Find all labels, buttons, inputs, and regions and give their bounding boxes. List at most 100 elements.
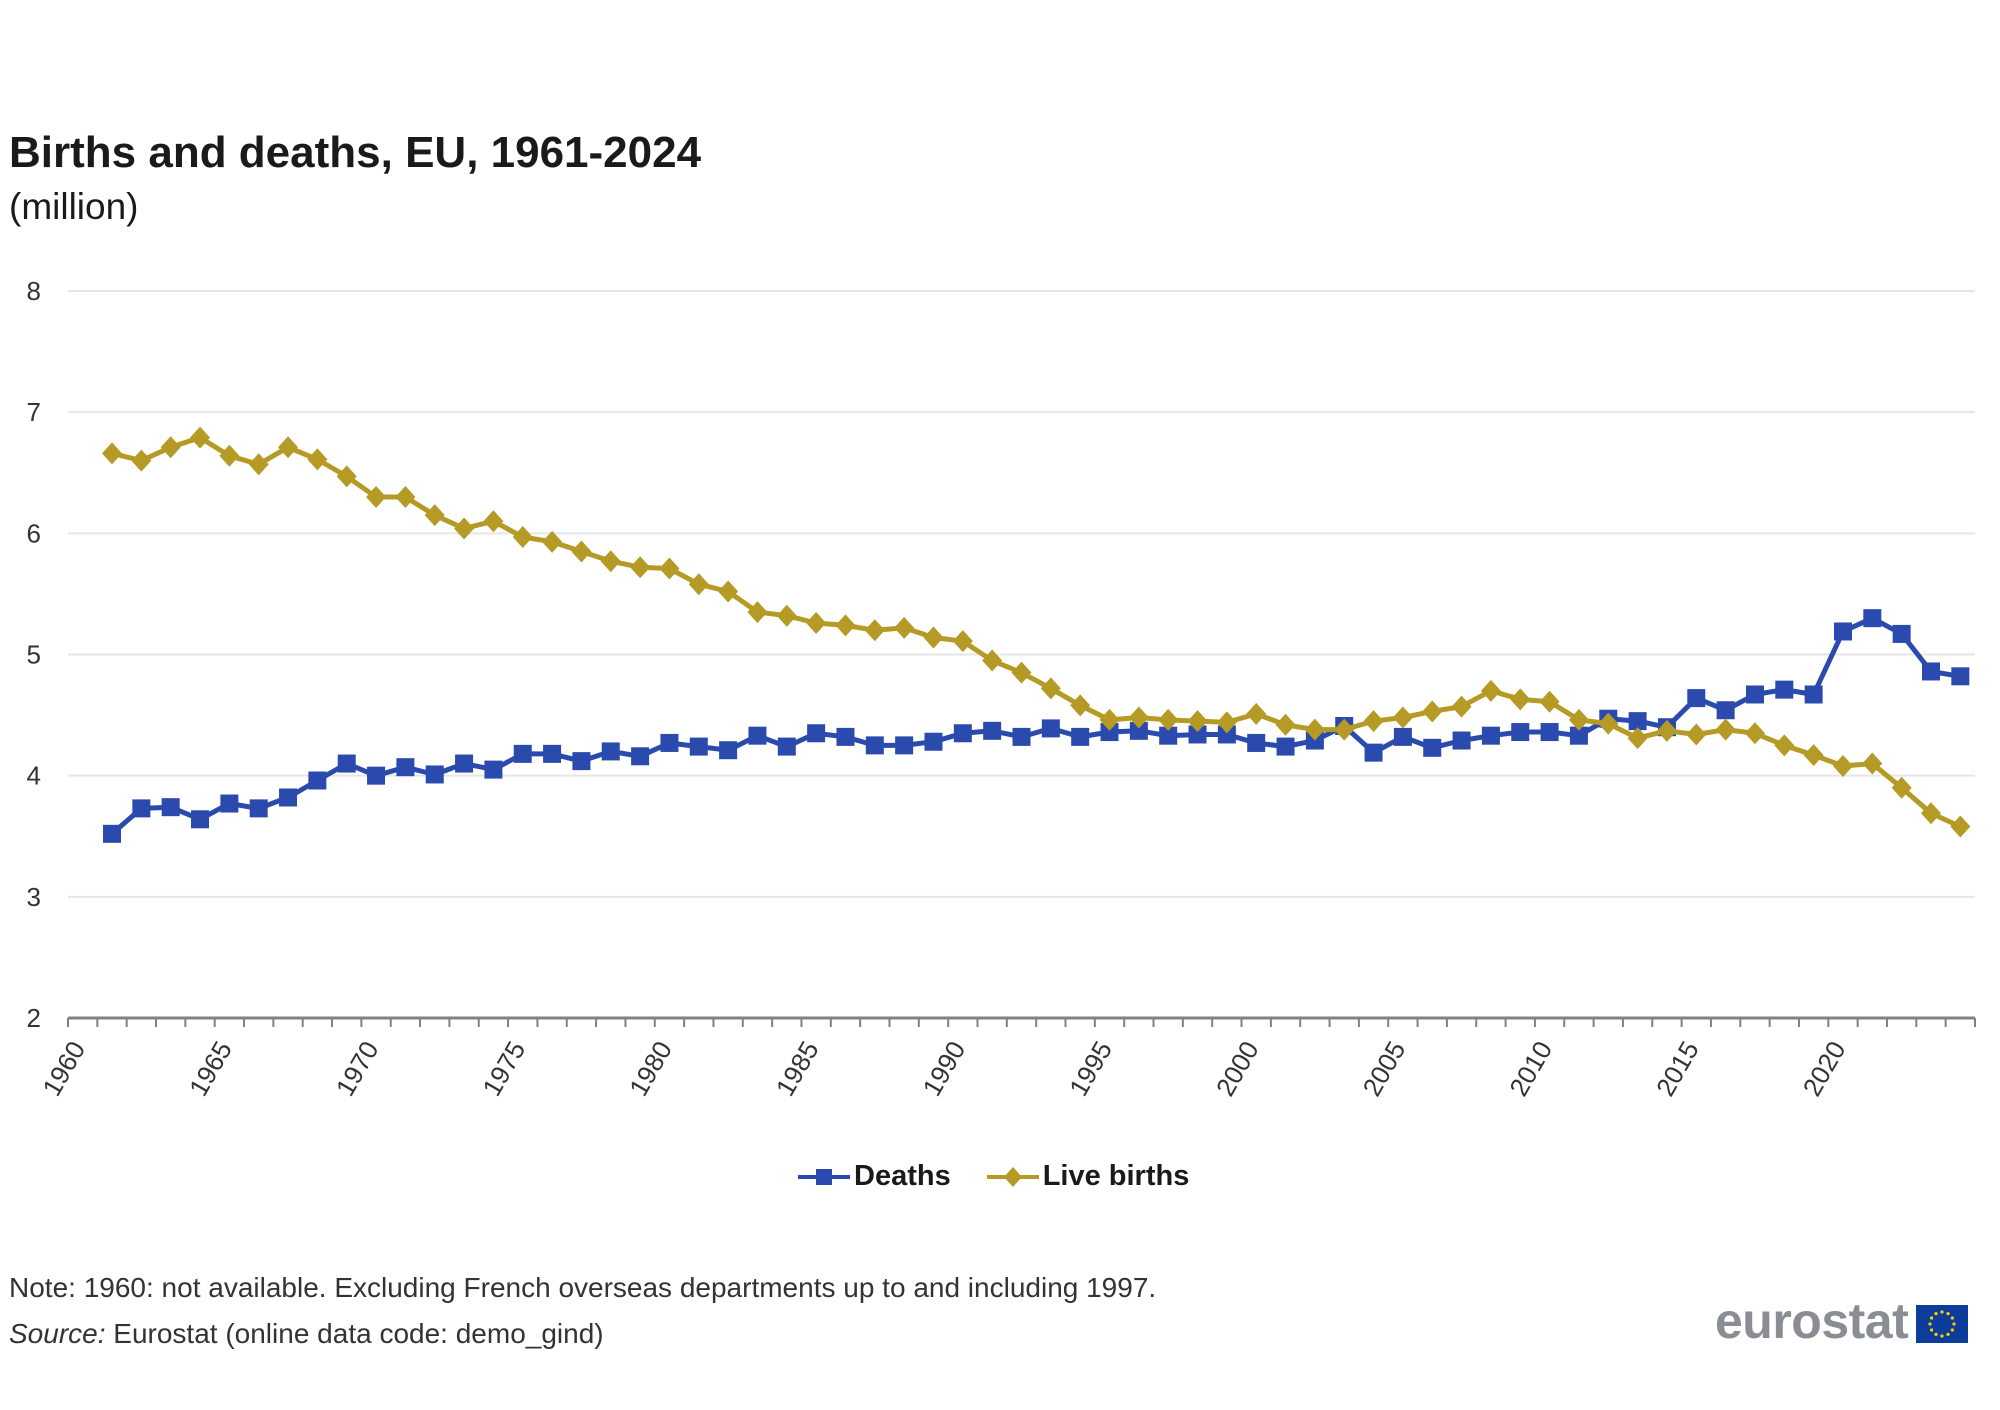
data-point[interactable] <box>1128 706 1149 729</box>
data-point[interactable] <box>1774 734 1795 757</box>
data-point[interactable] <box>1745 685 1764 704</box>
data-point[interactable] <box>1628 712 1647 731</box>
data-point[interactable] <box>923 626 944 649</box>
data-point[interactable] <box>484 760 503 779</box>
data-point[interactable] <box>688 573 709 596</box>
data-point[interactable] <box>572 752 591 771</box>
data-point[interactable] <box>748 726 767 745</box>
data-point[interactable] <box>1540 723 1559 742</box>
data-point[interactable] <box>219 444 240 467</box>
data-point[interactable] <box>279 788 298 807</box>
data-point[interactable] <box>1833 622 1852 641</box>
data-point[interactable] <box>1656 719 1677 742</box>
data-point[interactable] <box>367 766 386 785</box>
data-point[interactable] <box>1775 680 1794 699</box>
data-point[interactable] <box>1716 701 1735 720</box>
data-point[interactable] <box>1451 695 1472 718</box>
data-point[interactable] <box>659 557 680 580</box>
data-point[interactable] <box>1687 689 1706 708</box>
data-point[interactable] <box>660 733 679 752</box>
data-point[interactable] <box>1275 713 1296 736</box>
data-point[interactable] <box>1216 711 1237 734</box>
legend-item-live-births[interactable]: Live births <box>985 1160 1189 1193</box>
data-point[interactable] <box>1891 776 1912 799</box>
data-point[interactable] <box>248 453 269 476</box>
data-point[interactable] <box>1422 700 1443 723</box>
data-point[interactable] <box>600 550 621 573</box>
data-point[interactable] <box>1188 725 1207 744</box>
data-point[interactable] <box>1715 718 1736 741</box>
data-point[interactable] <box>1921 662 1940 681</box>
data-point[interactable] <box>1686 723 1707 746</box>
data-point[interactable] <box>1568 708 1589 731</box>
data-point[interactable] <box>1304 718 1325 741</box>
data-point[interactable] <box>1071 727 1090 746</box>
data-point[interactable] <box>396 758 415 777</box>
data-point[interactable] <box>1539 690 1560 713</box>
data-point[interactable] <box>895 736 914 755</box>
data-point[interactable] <box>337 754 356 773</box>
data-point[interactable] <box>1863 609 1882 628</box>
data-point[interactable] <box>747 601 768 624</box>
data-point[interactable] <box>1920 802 1941 825</box>
legend-item-deaths[interactable]: Deaths <box>796 1160 951 1193</box>
data-point[interactable] <box>1804 685 1823 704</box>
data-point[interactable] <box>1598 712 1619 735</box>
data-point[interactable] <box>1217 725 1236 744</box>
data-point[interactable] <box>1510 688 1531 711</box>
data-point[interactable] <box>1363 710 1384 733</box>
data-point[interactable] <box>1392 706 1413 729</box>
data-point[interactable] <box>366 485 387 508</box>
data-point[interactable] <box>543 744 562 763</box>
data-point[interactable] <box>191 810 210 829</box>
data-point[interactable] <box>1832 754 1853 777</box>
data-point[interactable] <box>1011 661 1032 684</box>
data-point[interactable] <box>1040 677 1061 700</box>
data-point[interactable] <box>835 614 856 637</box>
data-point[interactable] <box>1158 708 1179 731</box>
data-point[interactable] <box>512 525 533 548</box>
data-point[interactable] <box>807 724 826 743</box>
data-point[interactable] <box>689 737 708 756</box>
data-point[interactable] <box>190 426 211 449</box>
data-point[interactable] <box>220 794 239 813</box>
data-point[interactable] <box>1099 708 1120 731</box>
data-point[interactable] <box>336 465 357 488</box>
data-point[interactable] <box>1803 744 1824 767</box>
data-point[interactable] <box>103 824 122 843</box>
data-point[interactable] <box>161 798 180 817</box>
data-point[interactable] <box>952 630 973 653</box>
data-point[interactable] <box>1569 726 1588 745</box>
data-point[interactable] <box>953 724 972 743</box>
data-point[interactable] <box>864 619 885 642</box>
data-point[interactable] <box>776 604 797 627</box>
data-point[interactable] <box>1950 815 1971 838</box>
data-point[interactable] <box>1012 727 1031 746</box>
data-point[interactable] <box>1481 726 1500 745</box>
data-point[interactable] <box>1247 733 1266 752</box>
data-point[interactable] <box>483 510 504 533</box>
data-point[interactable] <box>836 727 855 746</box>
data-point[interactable] <box>806 611 827 634</box>
data-point[interactable] <box>1276 737 1295 756</box>
data-point[interactable] <box>982 649 1003 672</box>
data-point[interactable] <box>542 530 563 553</box>
data-point[interactable] <box>307 448 328 471</box>
data-point[interactable] <box>513 744 532 763</box>
data-point[interactable] <box>1627 727 1648 750</box>
data-point[interactable] <box>1744 722 1765 745</box>
data-point[interactable] <box>983 721 1002 740</box>
data-point[interactable] <box>1892 624 1911 643</box>
data-point[interactable] <box>278 436 299 459</box>
data-point[interactable] <box>1334 718 1355 741</box>
data-point[interactable] <box>1159 726 1178 745</box>
data-point[interactable] <box>601 742 620 761</box>
data-point[interactable] <box>1951 667 1970 686</box>
data-point[interactable] <box>1393 727 1412 746</box>
data-point[interactable] <box>395 485 416 508</box>
data-point[interactable] <box>865 736 884 755</box>
data-point[interactable] <box>131 449 152 472</box>
data-point[interactable] <box>1100 723 1119 742</box>
data-point[interactable] <box>894 616 915 639</box>
data-point[interactable] <box>454 517 475 540</box>
